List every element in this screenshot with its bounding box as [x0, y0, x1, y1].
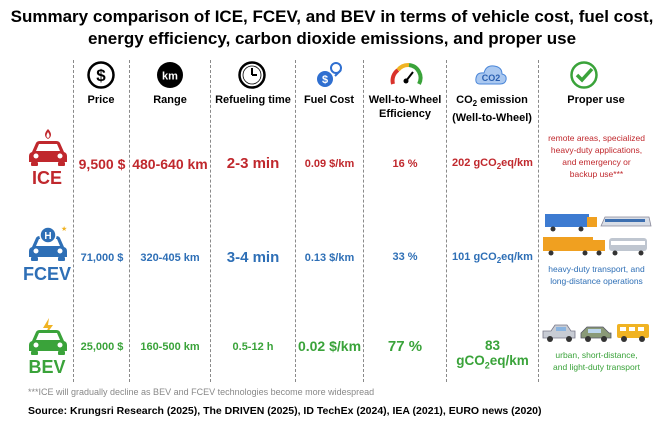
ice-efficiency: 16 % — [392, 158, 418, 170]
clock-icon — [232, 60, 272, 90]
dollar-icon: $ — [81, 60, 121, 90]
fcev-car-icon: H ★ — [25, 222, 70, 267]
svg-text:H: H — [44, 231, 51, 242]
ice-co2: 202 gCO2eq/km — [452, 157, 533, 172]
bev-range: 160-500 km — [140, 341, 200, 353]
svg-text:$: $ — [322, 74, 328, 86]
fcev-refuel: 3-4 min — [226, 249, 280, 266]
column-divider — [210, 60, 211, 382]
svg-text:$: $ — [96, 66, 106, 85]
column-divider — [295, 60, 296, 382]
ice-refuel: 2-3 min — [226, 155, 280, 172]
column-divider — [538, 60, 539, 382]
column-header-refueling: Refueling time — [215, 94, 291, 106]
co2-cloud-icon: CO2 — [471, 60, 511, 90]
page-title: Summary comparison of ICE, FCEV, and BEV… — [0, 6, 664, 50]
bev-fuel-cost: 0.02 $/km — [297, 338, 362, 354]
fcev-proper-use: heavy-duty transport, and long-distance … — [548, 264, 645, 286]
column-header-co2: CO2 emission (Well-to-Wheel) — [452, 94, 532, 125]
ice-car-icon — [25, 127, 70, 172]
ice-range: 480-640 km — [132, 156, 208, 172]
fcev-label: FCEV — [22, 264, 71, 284]
column-divider — [73, 60, 74, 382]
heavy-vehicles-icon — [541, 210, 653, 260]
ice-proper-use: remote areas, specialized heavy-duty app… — [548, 133, 645, 179]
ice-label: ICE — [31, 168, 62, 188]
bev-car-icon — [25, 316, 70, 361]
ice-fuel-cost: 0.09 $/km — [304, 158, 355, 170]
title-line-1: Summary comparison of ICE, FCEV, and BEV… — [10, 7, 654, 26]
fcev-price: 71,000 $ — [80, 252, 124, 264]
gauge-icon — [386, 60, 426, 90]
title-line-2: energy efficiency, carbon dioxide emissi… — [87, 29, 577, 48]
column-divider — [363, 60, 364, 382]
column-header-fuel-cost: Fuel Cost — [303, 94, 355, 106]
column-header-proper-use: Proper use — [567, 94, 625, 106]
fcev-range: 320-405 km — [140, 252, 200, 264]
svg-text:CO2: CO2 — [482, 73, 501, 83]
bev-proper-use: urban, short-distance, and light-duty tr… — [553, 350, 640, 372]
column-header-price: Price — [87, 94, 115, 106]
bev-price: 25,000 $ — [80, 341, 124, 353]
footnote: ***ICE will gradually decline as BEV and… — [28, 387, 375, 397]
ice-price: 9,500 $ — [78, 156, 126, 172]
column-header-efficiency: Well-to-Wheel Efficiency — [368, 94, 442, 120]
fcev-fuel-cost: 0.13 $/km — [304, 252, 355, 264]
svg-text:★: ★ — [61, 225, 67, 233]
bev-label: BEV — [28, 357, 66, 377]
fcev-efficiency: 33 % — [392, 251, 418, 263]
svg-text:km: km — [162, 71, 178, 83]
source-citation: Source: Krungsri Research (2025), The DR… — [28, 405, 542, 417]
bev-efficiency: 77 % — [387, 338, 423, 355]
column-divider — [129, 60, 130, 382]
light-vehicles-icon — [541, 320, 653, 346]
fcev-co2: 101 gCO2eq/km — [452, 251, 533, 266]
checkmark-icon — [564, 60, 604, 90]
km-icon: km — [150, 60, 190, 90]
bev-refuel: 0.5-12 h — [232, 341, 274, 353]
column-divider — [446, 60, 447, 382]
column-header-range: Range — [153, 94, 187, 106]
fuel-cost-icon: $ — [309, 60, 349, 90]
bev-co2: 83 gCO2eq/km — [456, 338, 529, 371]
